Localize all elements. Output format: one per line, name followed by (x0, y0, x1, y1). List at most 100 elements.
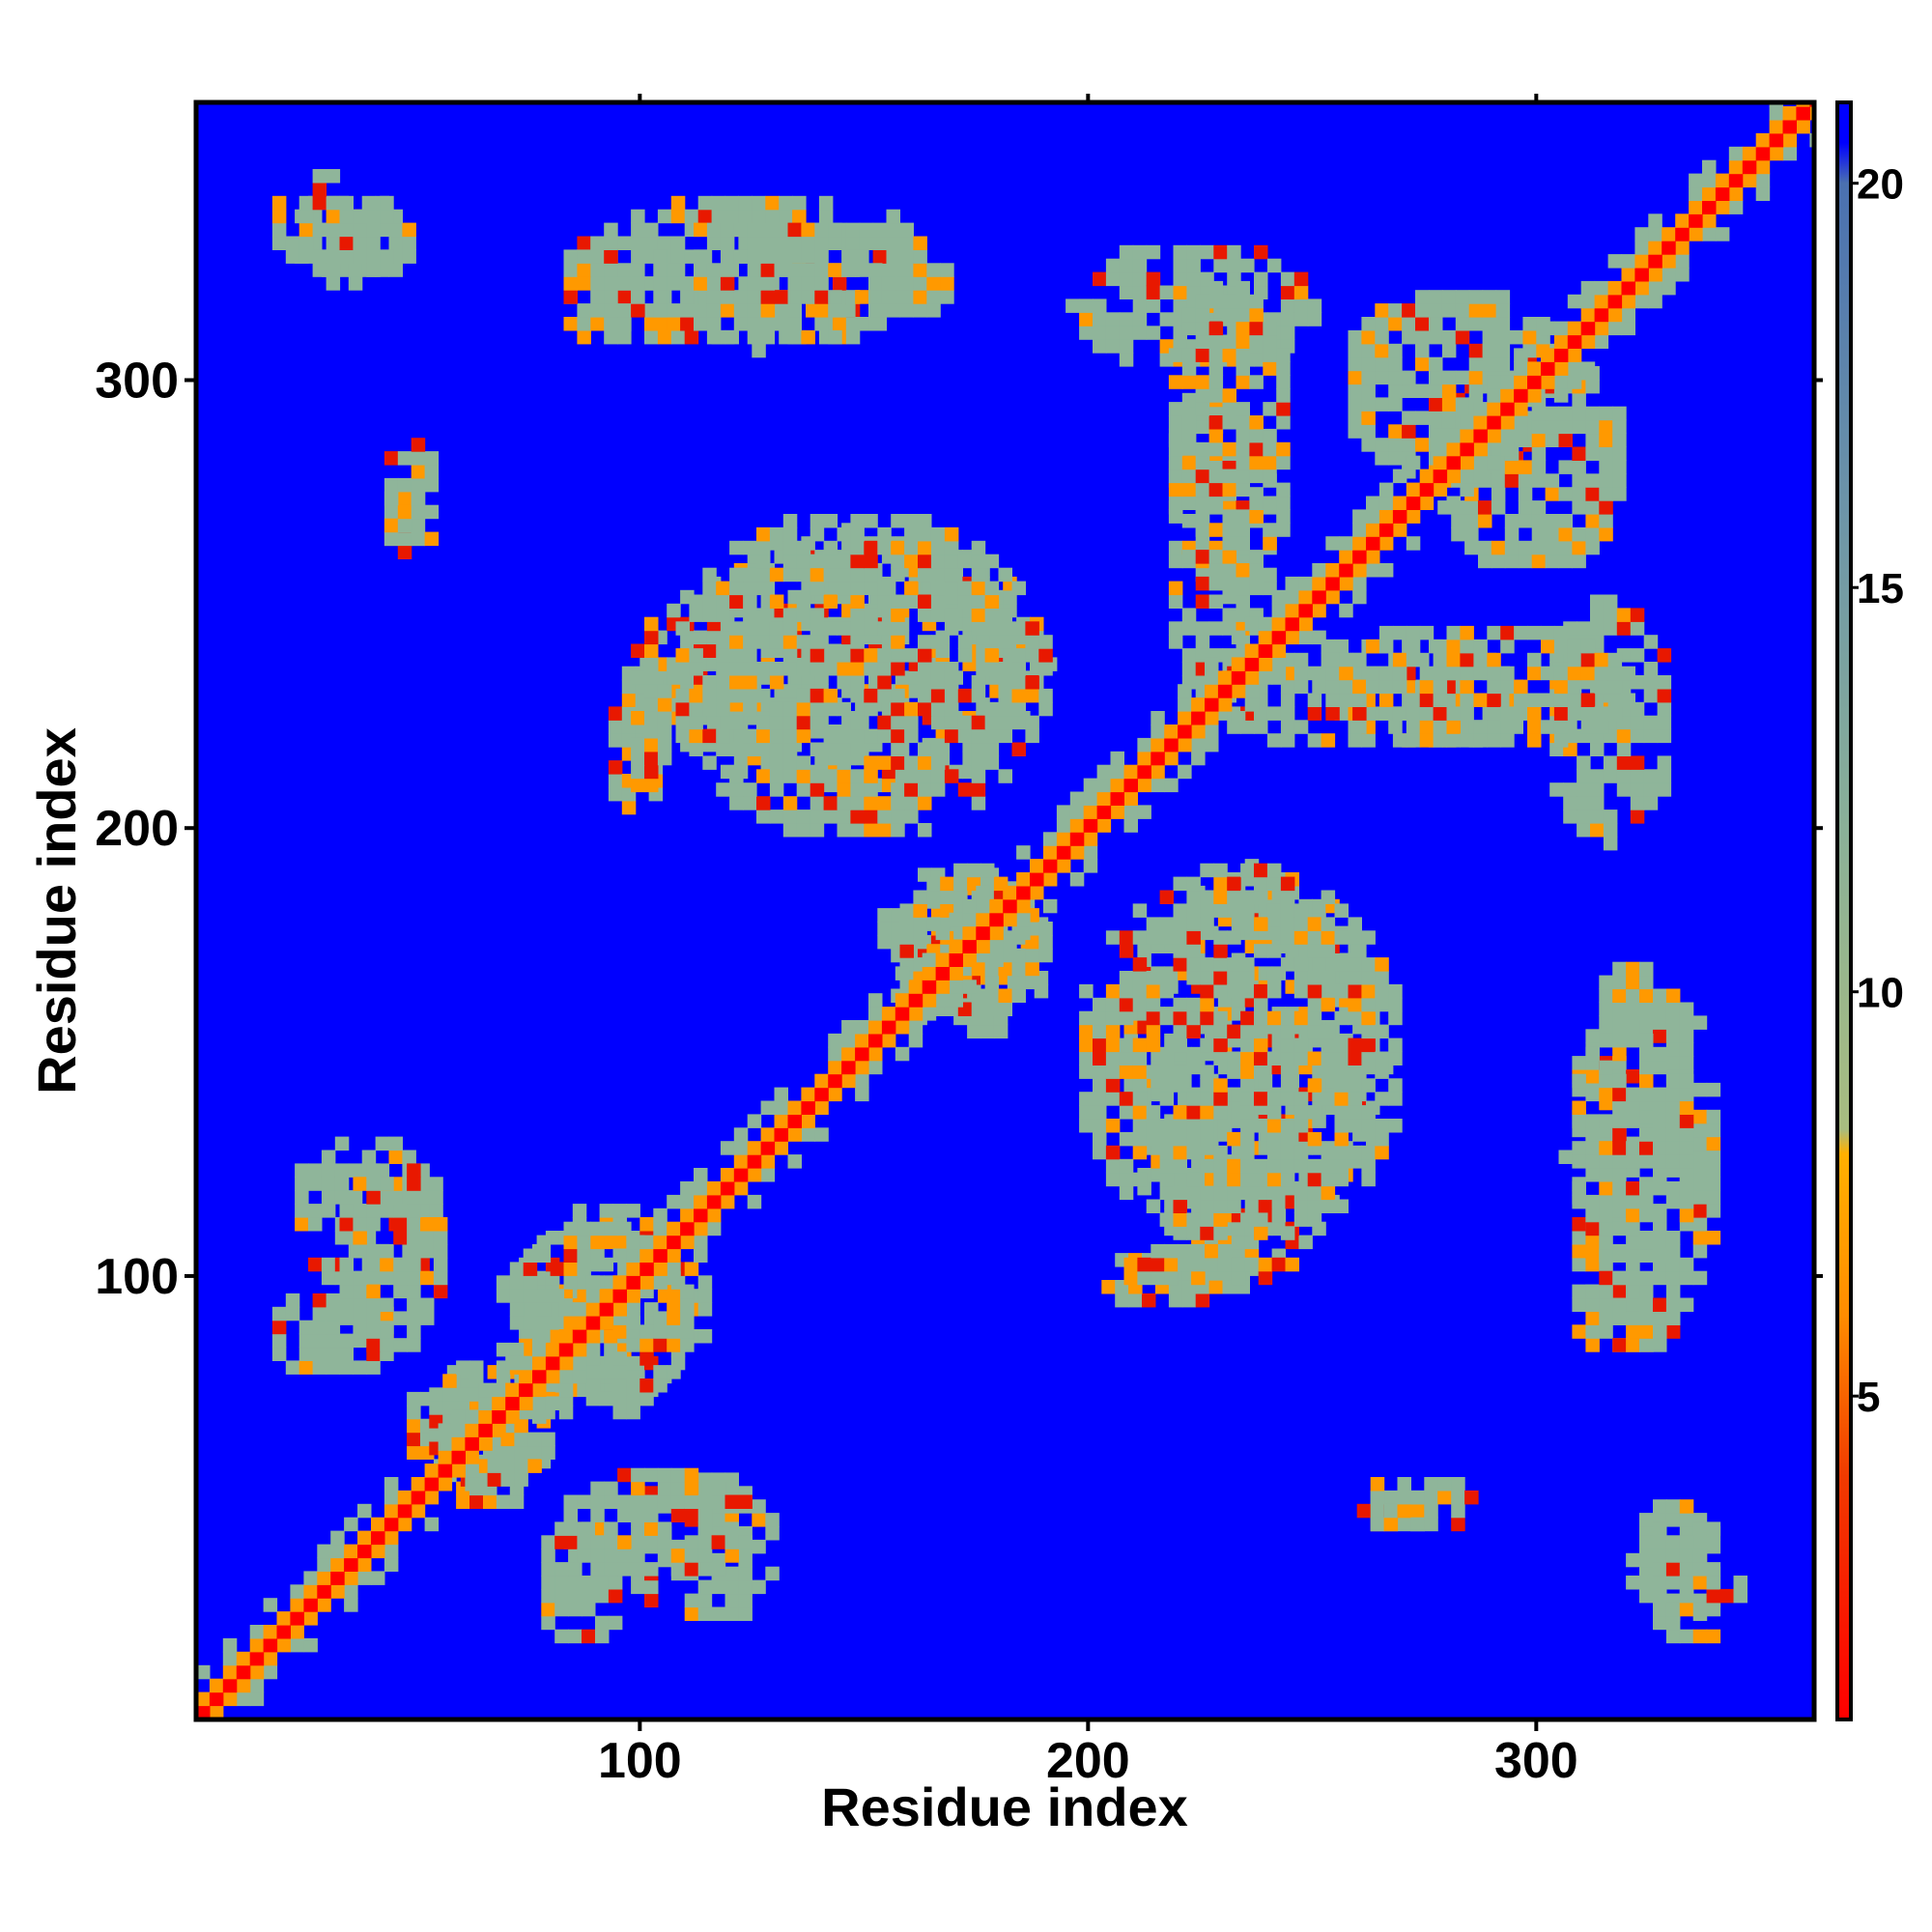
contact-cell (733, 249, 749, 264)
contact-cell (1280, 693, 1295, 707)
diagonal-band-cell (384, 1530, 399, 1546)
contact-cell (998, 769, 1012, 783)
diagonal-band-cell (1553, 375, 1569, 389)
contact-cell (1491, 487, 1506, 501)
diagonal-band-cell (222, 1637, 238, 1653)
contact-cell (1361, 1024, 1376, 1039)
contact-cell (667, 263, 681, 277)
contact-cell (1657, 701, 1672, 717)
diagonal-cell (814, 1087, 829, 1102)
contact-cell (1307, 1024, 1322, 1039)
contact-cell (1639, 961, 1654, 977)
contact-cell (1643, 769, 1659, 783)
diagonal-band-cell (976, 885, 990, 900)
contact-cell (407, 1324, 421, 1339)
contact-cell (1478, 514, 1492, 528)
contact-cell (697, 209, 713, 224)
contact-cell (796, 688, 811, 703)
contact-cell (1679, 1127, 1694, 1142)
contact-cell (886, 303, 900, 318)
diagonal-band-cell (1621, 321, 1635, 336)
contact-cell (1415, 317, 1430, 331)
diagonal-band-cell (626, 1289, 640, 1303)
diagonal-band-cell (868, 1020, 883, 1035)
diagonal-band-cell (774, 1141, 788, 1155)
contact-cell (684, 329, 699, 345)
contact-cell (1195, 635, 1210, 649)
contact-cell (312, 1333, 327, 1349)
contact-cell (1585, 1208, 1600, 1223)
contact-cell (653, 249, 668, 264)
contact-cell (631, 249, 645, 264)
contact-cell (1626, 1552, 1640, 1568)
contact-cell (1195, 469, 1210, 484)
contact-cell (1222, 388, 1236, 403)
diagonal-band-cell (1782, 146, 1797, 161)
diagonal-band-cell (1205, 670, 1219, 685)
diagonal-band-cell (249, 1691, 265, 1707)
contact-cell (1653, 1127, 1667, 1142)
contact-cell (608, 720, 623, 734)
diagonal-band-cell (1433, 455, 1448, 470)
contact-cell (1572, 406, 1586, 421)
diagonal-band-cell (1823, 93, 1837, 107)
contact-cell (760, 249, 776, 264)
contact-cell (380, 1338, 394, 1352)
diagonal-band-cell (1366, 523, 1380, 537)
contact-cell (1254, 1212, 1268, 1227)
contact-cell (694, 630, 708, 645)
contact-cell (756, 540, 771, 555)
contact-cell (1334, 1037, 1349, 1053)
contact-cell (940, 876, 954, 892)
contact-cell (1280, 271, 1295, 287)
diagonal-cell (720, 1180, 735, 1196)
contact-cell (877, 934, 892, 950)
diagonal-band-cell (1298, 616, 1313, 632)
contact-cell (1607, 666, 1623, 681)
contact-cell (796, 701, 811, 717)
contact-cell (930, 662, 946, 676)
contact-cell (1495, 356, 1511, 372)
contact-cell (295, 1190, 309, 1205)
contact-cell (891, 782, 905, 797)
contact-cell (904, 701, 919, 717)
contact-cell (1612, 988, 1627, 1003)
contact-cell (527, 1432, 542, 1447)
contact-cell (810, 769, 825, 783)
contact-cell (639, 1217, 654, 1232)
diagonal-band-cell (1378, 536, 1394, 551)
diagonal-band-cell (1769, 106, 1784, 121)
contact-cell (1473, 666, 1488, 681)
contact-cell (1594, 706, 1609, 721)
contact-cell (1612, 1168, 1627, 1182)
contact-cell (380, 249, 394, 264)
contact-cell (1429, 370, 1443, 385)
contact-cell (1473, 733, 1488, 748)
contact-cell (801, 290, 815, 304)
diagonal-band-cell (451, 1463, 466, 1478)
diagonal-band-cell (1433, 428, 1448, 443)
contact-cell (541, 1548, 555, 1563)
contact-cell (585, 1391, 601, 1406)
contact-cell (702, 688, 717, 703)
contact-cell (877, 621, 892, 636)
contact-cell (697, 1548, 713, 1563)
contact-cell (733, 317, 749, 331)
contact-cell (1334, 1119, 1349, 1133)
contact-cell (1142, 1293, 1156, 1308)
contact-cell (1181, 455, 1197, 470)
diagonal-band-cell (1594, 321, 1609, 336)
diagonal-cell (935, 966, 951, 980)
contact-cell (1603, 608, 1618, 622)
contact-cell (953, 863, 968, 878)
diagonal-band-cell (478, 1409, 493, 1424)
contact-cell (429, 1401, 443, 1415)
contact-cell (1038, 635, 1053, 649)
diagonal-band-cell (1514, 428, 1528, 443)
contact-cell (1173, 285, 1187, 299)
contact-cell (1266, 1051, 1282, 1065)
contact-cell (563, 1221, 578, 1236)
contact-cell (1254, 1010, 1268, 1026)
diagonal-cell (1378, 523, 1394, 537)
contact-cell (1173, 1185, 1187, 1201)
